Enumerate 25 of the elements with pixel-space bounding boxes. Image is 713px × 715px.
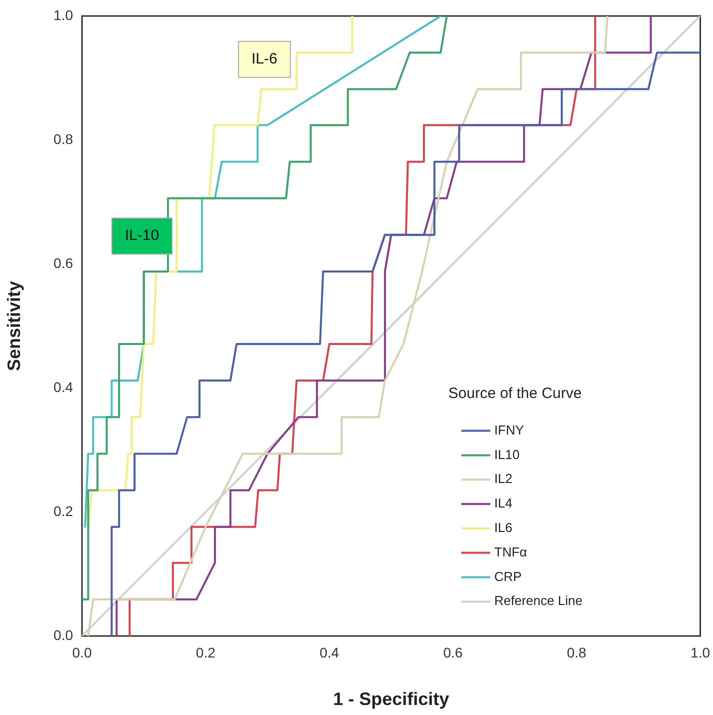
x-tick-label: 1.0 bbox=[690, 644, 710, 660]
legend-label: IL2 bbox=[494, 471, 512, 486]
y-tick-label: 0.6 bbox=[54, 254, 74, 271]
x-axis-title: 1 - Specificity bbox=[333, 689, 450, 710]
legend-label: IL6 bbox=[494, 520, 512, 535]
legend-label: Reference Line bbox=[494, 593, 582, 608]
y-tick-label: 0.4 bbox=[54, 378, 74, 395]
y-tick-label: 0.0 bbox=[54, 626, 74, 643]
y-tick-label: 1.0 bbox=[54, 6, 74, 23]
legend-label: IFNY bbox=[494, 422, 524, 438]
x-tick-label: 0.6 bbox=[443, 644, 463, 660]
legend-label: TNFα bbox=[494, 544, 528, 560]
x-tick-label: 0.0 bbox=[72, 644, 92, 660]
y-tick-label: 0.8 bbox=[54, 130, 74, 147]
x-tick-label: 0.2 bbox=[196, 644, 216, 660]
y-tick-label: 0.2 bbox=[54, 502, 74, 519]
legend-label: IL10 bbox=[494, 446, 520, 462]
legend-label: CRP bbox=[494, 568, 522, 584]
x-tick-label: 0.8 bbox=[566, 644, 587, 660]
legend-title: Source of the Curve bbox=[448, 384, 582, 402]
annotation: IL-10 bbox=[124, 227, 160, 244]
x-tick-label: 0.4 bbox=[320, 644, 340, 660]
y-axis-title: Sensitivity bbox=[4, 280, 24, 372]
legend-label: IL4 bbox=[494, 496, 512, 511]
annotation: IL-6 bbox=[251, 50, 278, 68]
